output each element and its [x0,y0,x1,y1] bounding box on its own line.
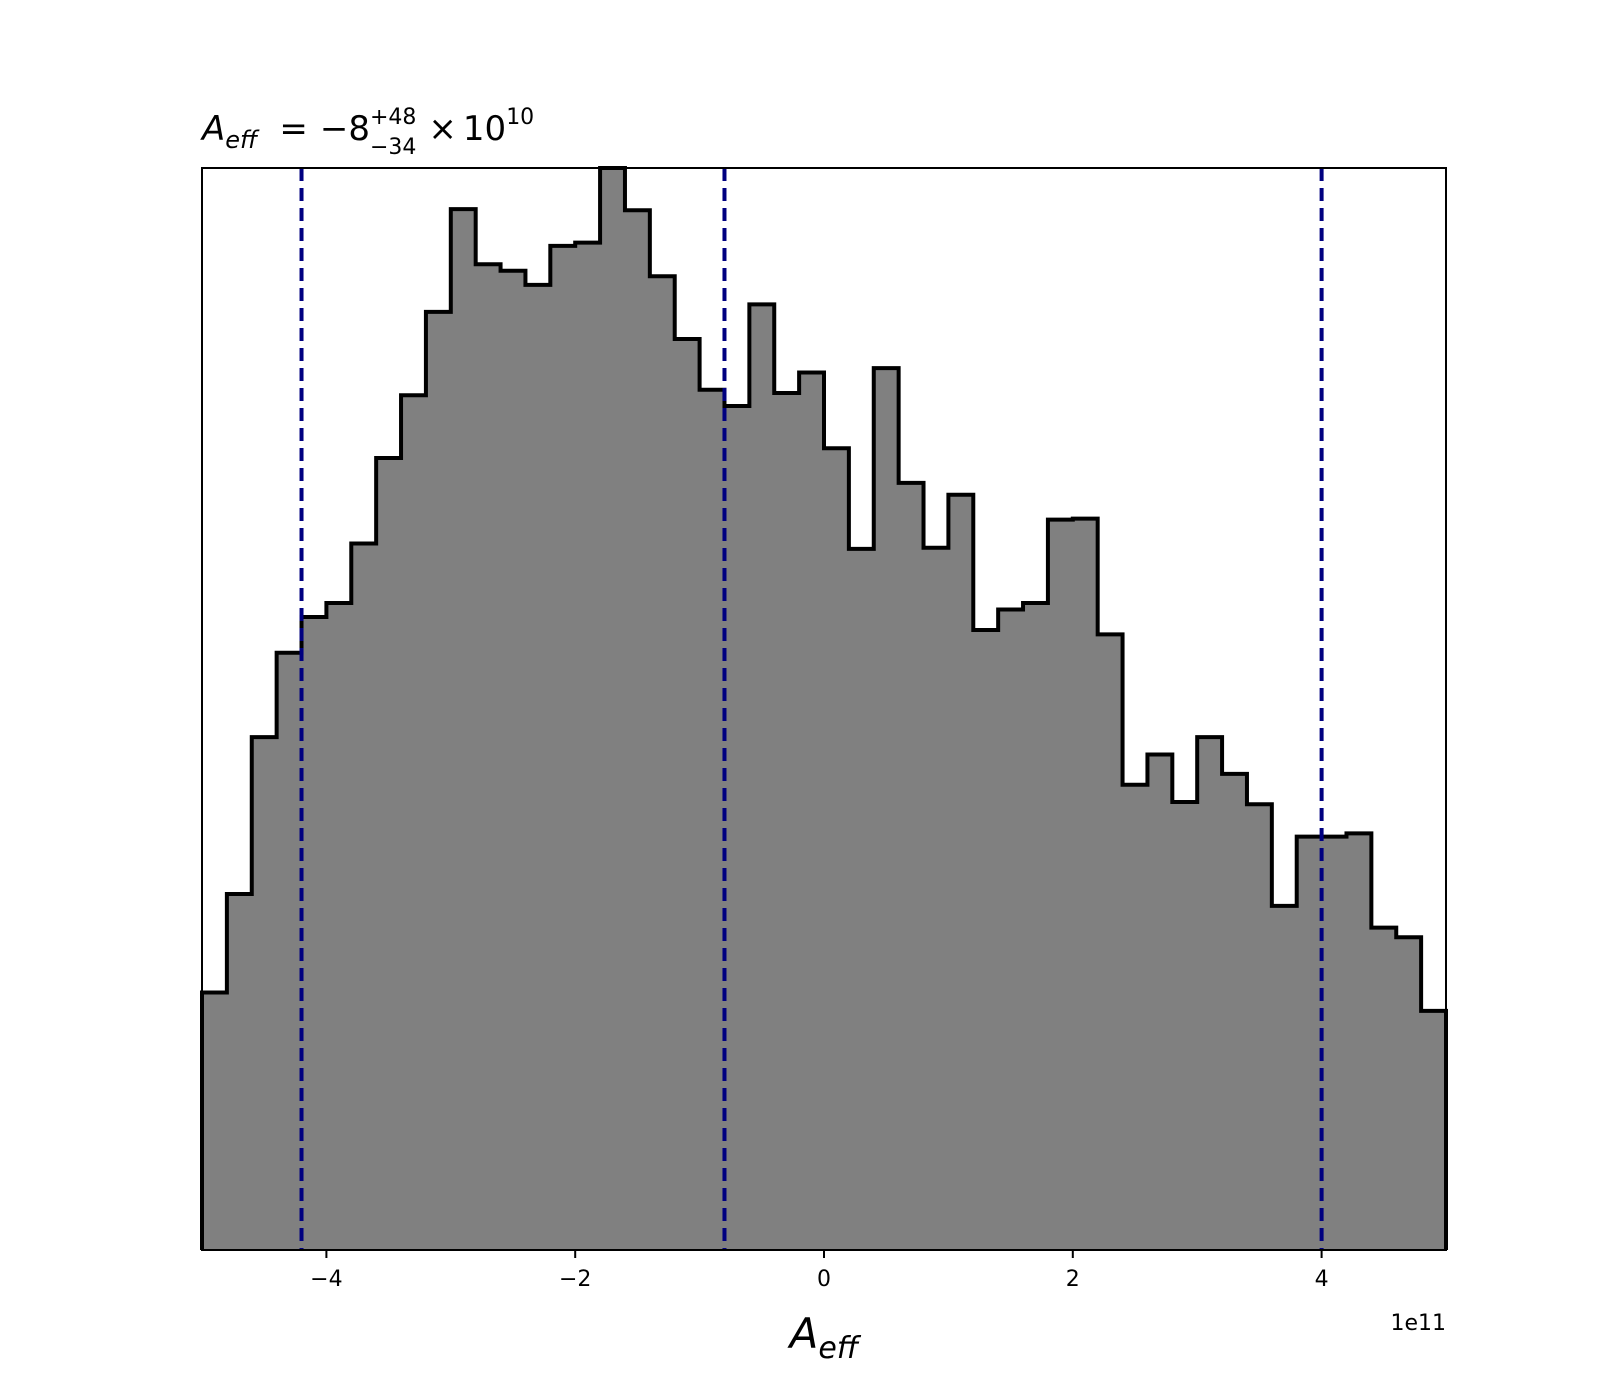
histogram-bar [600,168,626,1250]
x-axis-label: Aeff [787,1309,862,1366]
histogram-bar [550,245,576,1251]
histogram-bar [1396,937,1422,1250]
histogram-bar [699,389,726,1250]
histogram-bar [475,264,502,1251]
histogram-bar [824,448,850,1250]
histogram-bar [1321,836,1348,1250]
histogram-bar [326,602,352,1250]
histogram-bar [301,617,327,1250]
x-tick-label: −2 [559,1267,591,1292]
histogram-bar [923,547,949,1250]
x-tick-label: 0 [817,1267,831,1292]
x-axis-offset-text: 1e11 [1390,1311,1446,1336]
histogram-bar [998,609,1024,1250]
histogram-bar [1097,634,1124,1250]
histogram-bar [1222,773,1248,1250]
histogram-bar [873,368,900,1250]
histogram-bar [1072,518,1099,1250]
histogram-bar [948,494,974,1250]
histogram-bar [1271,905,1298,1250]
histogram-bar [1023,602,1049,1250]
histogram-bar [575,242,601,1250]
histogram-bar [1047,519,1074,1250]
histogram-bar [450,209,477,1251]
chart-title: Aeff = −8+48 −34 × 1010 [200,105,534,160]
histogram-bar [724,406,750,1250]
histogram-bar [500,270,527,1250]
histogram-bar [674,338,701,1250]
histogram-bar [848,548,875,1250]
histogram-bar [251,737,278,1250]
histogram-bar [1172,802,1198,1250]
histogram-bar [799,372,825,1250]
histogram-bar [1147,754,1173,1250]
histogram-outline [200,166,1448,1250]
histogram-bar [1197,737,1223,1250]
histogram-bar [973,630,999,1250]
histogram-bar [425,311,452,1250]
x-axis-ticks: −4 −2 0 2 4 [310,1250,1329,1292]
x-tick-label: 2 [1066,1267,1080,1292]
histogram-bar [401,395,427,1251]
histogram-bar [1346,833,1372,1250]
histogram-bar [624,210,651,1250]
quantile-lines [299,168,1324,1250]
histogram-bar [1421,1010,1447,1250]
histogram-bar [1296,836,1323,1250]
histogram-bar [749,304,775,1250]
histogram-bar [898,482,925,1250]
histogram-bar [1371,927,1397,1250]
histogram-bar [351,543,377,1250]
x-tick-label: −4 [310,1267,342,1292]
histogram-bar [649,276,676,1250]
histogram-bar [774,393,800,1250]
x-tick-label: 4 [1315,1267,1329,1292]
histogram-bar [276,652,303,1250]
histogram-bar [226,894,253,1250]
histogram-bar [1246,804,1273,1250]
histogram-bar [525,284,551,1251]
histogram-bar [1122,784,1149,1250]
histogram-bar [202,992,228,1250]
histogram-bar [376,457,402,1250]
histogram-bars [202,168,1447,1251]
